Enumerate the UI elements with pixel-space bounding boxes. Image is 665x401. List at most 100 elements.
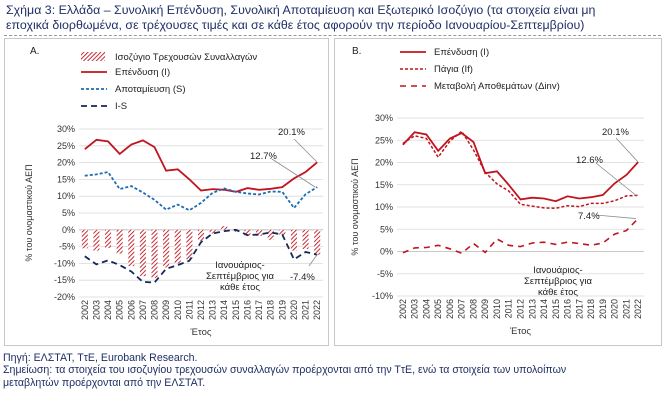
figure-title: Σχήμα 3: Ελλάδα – Συνολική Επένδυση, Συν…: [6, 3, 661, 33]
y-tick-label: 10%: [57, 191, 75, 201]
x-tick-label: 2011: [184, 300, 194, 319]
x-tick-label: 2018: [586, 299, 596, 319]
current-account-bar: [139, 229, 146, 277]
x-tick-label: 2009: [480, 299, 490, 319]
x-tick-label: 2008: [150, 300, 160, 320]
y-axis-title: % του ονομαστικού ΑΕΠ: [350, 158, 360, 255]
x-tick-label: 2006: [126, 300, 136, 320]
chart-panel-b: B. -10% -5% 0% 5% 10% 15% 20% 25% 30% 2002 2003 2004…: [350, 46, 644, 337]
investment-line: [402, 131, 639, 203]
x-tick-label: 2013: [208, 300, 218, 320]
x-tick-label: 2003: [91, 300, 101, 320]
current-account-bar: [267, 229, 274, 240]
annotation-value: 7.4%: [578, 211, 600, 222]
annotation-value: 20.1%: [278, 127, 305, 138]
panel-label: B.: [352, 46, 361, 57]
annotation-leader: [271, 158, 316, 188]
annotation-note: Σεπτέμβριος για: [524, 276, 592, 287]
x-tick-label: 2018: [266, 300, 276, 320]
legend-label: Επένδυση (I): [115, 67, 170, 78]
current-account-bar: [151, 229, 158, 278]
legend-label: Ισοζύγιο Τρεχουσών Συναλλαγών: [115, 52, 257, 63]
x-tick-label: 2017: [254, 300, 264, 320]
fixed-investment-line: [402, 130, 639, 210]
y-tick-label: 30%: [375, 113, 393, 123]
current-account-bar: [186, 229, 193, 260]
panel-b-frame: [334, 38, 662, 346]
x-tick-label: 2021: [621, 299, 631, 319]
x-tick-label: 2002: [398, 299, 408, 319]
y-tick-label: 25%: [375, 135, 393, 145]
x-tick-label: 2016: [242, 300, 252, 320]
investment-line: [84, 138, 318, 193]
note-text-line1: Σημείωση: τα στοιχεία του ισοζυγίου τρεχ…: [3, 364, 567, 377]
savings-line: [84, 170, 318, 212]
x-tick-label: 2012: [196, 300, 206, 320]
current-account-bar: [302, 229, 309, 249]
x-tick-label: 2013: [527, 299, 537, 319]
annotation-value: -7.4%: [290, 272, 315, 283]
current-account-bar: [163, 229, 170, 268]
x-tick-label: 2002: [80, 300, 90, 320]
y-tick-label: 0%: [380, 247, 393, 257]
annotation-note: κάθε έτος: [538, 287, 578, 298]
annotation-note: Ιανουάριος-: [533, 265, 582, 276]
current-account-bar: [128, 229, 135, 267]
y-tick-label: 20%: [375, 158, 393, 168]
y-tick-label: 5%: [62, 208, 75, 218]
legend-label: Μεταβολή Αποθεμάτων (Δinv): [434, 81, 560, 92]
x-tick-label: 2016: [563, 299, 573, 319]
y-tick-label: 25%: [57, 141, 75, 151]
annotation-value: 20.1%: [602, 127, 629, 138]
annotation-leader: [293, 138, 318, 163]
legend-label: Πάγια (If): [434, 64, 473, 75]
y-tick-label: -15%: [54, 275, 75, 285]
x-tick-label: 2009: [161, 300, 171, 320]
current-account-bar: [314, 229, 321, 255]
inventory-change-line: [402, 218, 639, 255]
current-account-bar: [232, 229, 239, 232]
y-tick-label: 20%: [57, 158, 75, 168]
current-account-bar: [93, 229, 100, 251]
legend-label: Επένδυση (I): [434, 47, 489, 58]
chart-panel-a: A. -20% -15% -10% -5% 0% 5% 10% 15% 20% 25% 30% 2002…: [24, 46, 323, 338]
figure-title-line2: εποχικά διορθωμένα, σε τρέχουσες τιμές κ…: [6, 18, 585, 32]
x-tick-label: 2010: [492, 299, 502, 319]
x-tick-label: 2003: [410, 299, 420, 319]
x-tick-label: 2021: [301, 300, 311, 320]
x-tick-label: 2007: [138, 300, 148, 320]
x-tick-label: 2022: [312, 300, 322, 320]
annotation-leader: [595, 162, 637, 196]
x-tick-label: 2020: [289, 300, 299, 320]
y-tick-label: 15%: [57, 174, 75, 184]
x-tick-label: 2006: [445, 299, 455, 319]
current-account-bar: [81, 229, 88, 249]
y-tick-label: -10%: [372, 291, 393, 301]
x-axis-title: Έτος: [509, 326, 531, 337]
current-account-bar: [290, 229, 297, 251]
x-tick-label: 2014: [219, 300, 229, 320]
x-tick-label: 2008: [468, 299, 478, 319]
annotation-leader: [615, 137, 639, 163]
i-minus-s-line: [84, 228, 318, 284]
x-tick-label: 2004: [103, 300, 113, 320]
x-tick-label: 2019: [277, 300, 287, 320]
source-text: Πηγή: ΕΛΣΤΑΤ, ΤτΕ, Eurobank Research.: [3, 352, 198, 364]
x-tick-label: 2019: [598, 299, 608, 319]
x-tick-label: 2017: [574, 299, 584, 319]
x-tick-label: 2005: [433, 299, 443, 319]
y-tick-label: 5%: [380, 224, 393, 234]
annotation-note: κάθε έτος: [220, 282, 260, 293]
y-tick-label: -10%: [54, 258, 75, 268]
footer: Πηγή: ΕΛΣΤΑΤ, ΤτΕ, Eurobank Research. Ση…: [3, 352, 663, 389]
x-tick-label: 2005: [115, 300, 125, 320]
x-tick-label: 2015: [231, 300, 241, 320]
x-tick-label: 2012: [516, 299, 526, 319]
y-tick-label: 10%: [375, 202, 393, 212]
current-account-bar: [174, 229, 181, 264]
x-tick-label: 2022: [633, 299, 643, 319]
y-tick-label: 30%: [57, 124, 75, 134]
annotation-leader: [308, 254, 318, 267]
annotation-note: Ιανουάριος-: [215, 260, 264, 271]
current-account-bar: [116, 229, 123, 254]
